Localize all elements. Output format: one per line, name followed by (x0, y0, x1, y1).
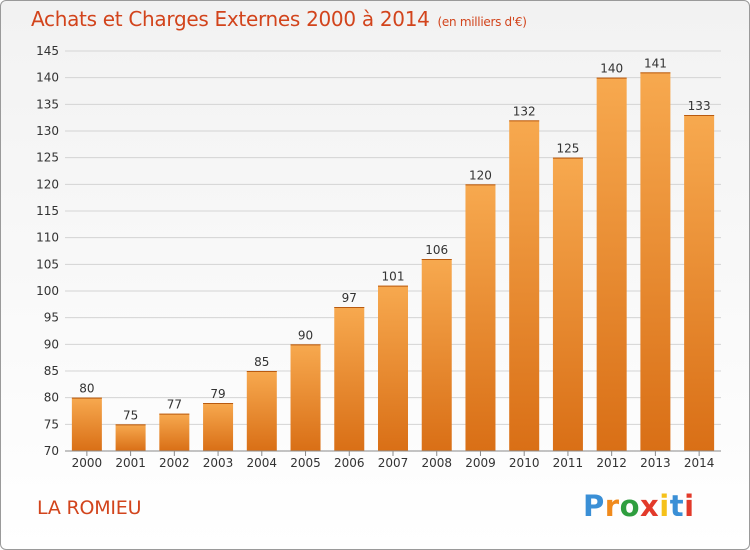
logo-letter: r (604, 489, 620, 523)
logo-letter: o (619, 489, 641, 523)
x-tick-label: 2014 (684, 456, 715, 470)
data-label: 80 (79, 382, 94, 396)
logo-letter: P (583, 489, 605, 523)
y-tick-label: 110 (36, 231, 59, 245)
data-label: 120 (469, 168, 492, 182)
data-label: 106 (425, 243, 448, 257)
bar-2013 (640, 72, 671, 451)
y-tick-label: 70 (44, 444, 59, 458)
data-label: 101 (382, 270, 405, 284)
x-tick-label: 2005 (290, 456, 321, 470)
x-tick-label: 2010 (509, 456, 540, 470)
x-tick-label: 2002 (159, 456, 190, 470)
data-label: 97 (342, 291, 357, 305)
proxiti-logo: Proxiti (583, 489, 695, 523)
bar-2001 (115, 424, 146, 451)
y-tick-label: 125 (36, 151, 59, 165)
x-tick-label: 2008 (421, 456, 452, 470)
y-tick-label: 80 (44, 391, 59, 405)
bar-2004 (246, 371, 277, 451)
bar-2002 (159, 413, 190, 451)
data-label: 132 (513, 104, 536, 118)
y-tick-label: 140 (36, 71, 59, 85)
bar-2009 (465, 184, 496, 452)
data-label: 79 (210, 387, 225, 401)
data-label: 125 (556, 142, 579, 156)
x-tick-label: 2009 (465, 456, 496, 470)
y-tick-label: 85 (44, 364, 59, 378)
bar-2006 (334, 307, 365, 451)
x-tick-label: 2013 (640, 456, 671, 470)
y-tick-label: 130 (36, 124, 59, 138)
logo-letter: x (640, 489, 660, 523)
bar-2010 (509, 120, 540, 451)
data-label: 141 (644, 56, 667, 70)
data-label: 85 (254, 355, 269, 369)
bar-2014 (684, 115, 715, 451)
x-tick-label: 2006 (334, 456, 365, 470)
bars: 80 75 77 79 85 90 97 101 106 120 132 125 140 141 133 (71, 56, 715, 452)
commune-name: LA ROMIEU (37, 497, 142, 519)
x-tick-label: 2011 (553, 456, 584, 470)
x-tick-label: 2001 (115, 456, 146, 470)
data-label: 133 (688, 99, 711, 113)
data-label: 77 (167, 398, 182, 412)
logo-letter: i (659, 489, 670, 523)
bar-2000 (71, 397, 102, 451)
x-tick-label: 2004 (247, 456, 278, 470)
x-tick-label: 2003 (203, 456, 234, 470)
logo-letter: i (684, 489, 695, 523)
data-label: 90 (298, 328, 313, 342)
y-axis: 70 75 80 85 90 95 100 105 110 115 120 125 130 135 140 1… (36, 44, 59, 458)
chart-title: Achats et Charges Externes 2000 à 2014 (e… (31, 7, 527, 31)
data-label: 140 (600, 62, 623, 76)
y-tick-label: 95 (44, 311, 59, 325)
bar-2008 (421, 259, 452, 451)
x-tick-label: 2000 (72, 456, 103, 470)
bar-2005 (290, 344, 321, 451)
logo-letter: t (669, 489, 685, 523)
bar-2012 (596, 77, 627, 452)
y-tick-label: 100 (36, 284, 59, 298)
y-tick-label: 75 (44, 417, 59, 431)
x-tick-label: 2012 (596, 456, 627, 470)
bar-2003 (203, 403, 234, 451)
chart-subtitle: (en milliers d'€) (437, 15, 527, 29)
y-tick-label: 120 (36, 177, 59, 191)
bar-2007 (378, 285, 408, 451)
x-tick-label: 2007 (378, 456, 409, 470)
y-tick-label: 105 (36, 257, 59, 271)
bar-2011 (552, 157, 583, 451)
y-tick-label: 135 (36, 97, 59, 111)
y-tick-label: 90 (44, 337, 59, 351)
y-tick-label: 145 (36, 44, 59, 58)
chart-title-text: Achats et Charges Externes 2000 à 2014 (31, 7, 430, 31)
y-tick-label: 115 (36, 204, 59, 218)
x-axis: 2000 2001 2002 2003 2004 2005 2006 2007 2008 2009… (65, 450, 721, 470)
data-label: 75 (123, 408, 138, 422)
